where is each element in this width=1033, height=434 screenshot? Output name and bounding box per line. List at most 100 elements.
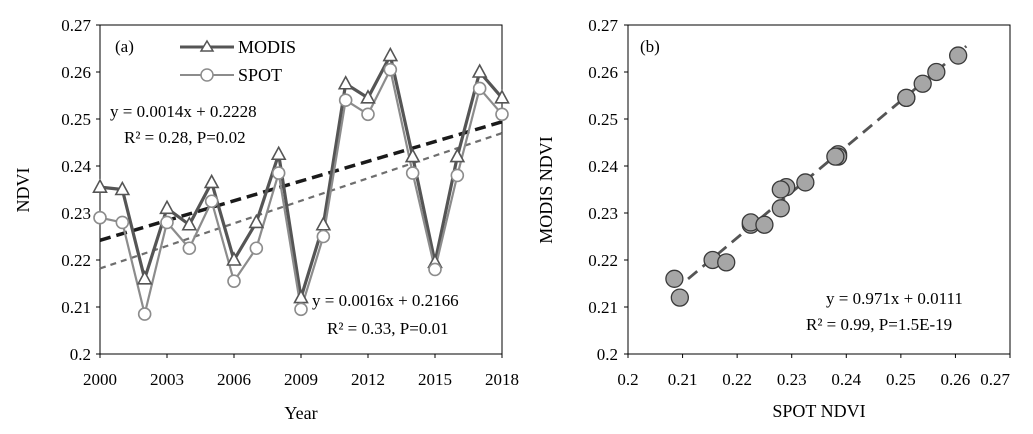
y-tick-label: 0.21: [588, 298, 618, 317]
modis-point: [136, 270, 153, 285]
modis-point: [181, 216, 198, 231]
legend-modis-label: MODIS: [238, 37, 296, 57]
y-tick-label: 0.21: [61, 298, 91, 317]
panel-a-y-label: NDVI: [13, 168, 33, 213]
spot-point: [338, 93, 353, 107]
y-tick-label: 0.27: [588, 16, 618, 35]
spot-point: [271, 166, 286, 180]
panel-a-x-label: Year: [284, 403, 317, 423]
panel-a-time-series: 0.2 0.21 0.22 0.23 0.24 0.25 0.26 0.27 2000 2003…: [13, 16, 519, 423]
modis-point: [92, 178, 108, 193]
modis-point: [449, 147, 466, 163]
y-tick-label: 0.24: [61, 157, 91, 176]
x-tick-label: 2009: [284, 370, 318, 389]
modis-point: [404, 147, 421, 163]
panel-b-fit-line: [687, 45, 968, 280]
panel-b-x-label: SPOT NDVI: [772, 401, 865, 421]
y-tick-label: 0.23: [588, 204, 618, 223]
x-tick-label: 0.26: [941, 370, 971, 389]
fit-stats: R² = 0.99, P=1.5E-19: [806, 315, 952, 334]
spot-point: [227, 274, 241, 288]
spot-point: [115, 215, 130, 230]
spot-point: [472, 81, 487, 96]
scatter-point: [665, 269, 684, 288]
spot-point: [495, 107, 509, 122]
spot-point: [316, 229, 331, 244]
spot-point: [204, 194, 219, 209]
panel-b-scatter: 0.20.210.220.230.240.250.260.27 0.2 0.21 0…: [536, 16, 1011, 421]
modis-point: [226, 251, 242, 266]
spot-point: [405, 166, 420, 180]
spot-point: [160, 215, 174, 230]
y-tick-label: 0.2: [597, 345, 618, 364]
panel-b-x-ticks: 0.2 0.21 0.22 0.23 0.24 0.25 0.26 0.27: [617, 354, 1011, 389]
modis-point: [270, 145, 287, 161]
y-tick-label: 0.22: [61, 251, 91, 270]
x-tick-label: 0.23: [777, 370, 807, 389]
spot-point: [383, 62, 398, 77]
y-tick-label: 0.26: [61, 63, 91, 82]
y-tick-label: 0.27: [61, 16, 91, 35]
x-tick-label: 2012: [351, 370, 385, 389]
modis-point: [203, 173, 220, 189]
spot-point: [93, 210, 107, 225]
panel-a-label: (a): [115, 37, 134, 56]
y-tick-label: 0.22: [588, 251, 618, 270]
modis-point: [248, 213, 265, 229]
scatter-point: [949, 46, 968, 65]
y-tick-label: 0.2: [70, 345, 91, 364]
y-tick-label: 0.25: [588, 110, 618, 129]
panel-b-points: [665, 46, 968, 307]
scatter-point: [717, 253, 736, 272]
scatter-point: [927, 62, 946, 82]
x-tick-label: 2000: [83, 370, 117, 389]
panel-a-x-ticks: 2000 2003 2006 2009 2012 2015 2018: [83, 354, 519, 389]
spot-point: [428, 262, 442, 277]
panel-a-y-ticks: 0.2 0.21 0.22 0.23 0.24 0.25 0.26 0.27: [61, 16, 100, 364]
panel-b-label: (b): [640, 37, 660, 56]
modis-trend-equation: y = 0.0014x + 0.2228: [110, 102, 257, 121]
spot-point: [450, 168, 465, 183]
scatter-point: [670, 288, 689, 307]
spot-trend-stats: R² = 0.33, P=0.01: [327, 319, 449, 338]
x-tick-label: 0.27: [980, 370, 1010, 389]
legend-modis-marker: [199, 39, 215, 52]
spot-point: [137, 307, 152, 321]
y-tick-label: 0.23: [61, 204, 91, 223]
spot-trend-equation: y = 0.0016x + 0.2166: [312, 291, 459, 310]
panel-a-series: [92, 46, 510, 321]
panel-b-y-ticks: 0.2 0.21 0.22 0.23 0.24 0.25 0.26 0.27: [588, 16, 628, 364]
modis-point: [494, 89, 510, 104]
scatter-point: [771, 180, 790, 199]
x-tick-label: 0.24: [831, 370, 861, 389]
modis-point: [382, 46, 399, 62]
x-tick-label: 0.25: [886, 370, 916, 389]
scatter-point: [796, 173, 815, 192]
modis-trend-stats: R² = 0.28, P=0.02: [124, 128, 246, 147]
spot-point: [182, 241, 197, 256]
modis-point: [159, 199, 175, 215]
x-tick-label: 0.2: [617, 370, 638, 389]
panel-a-legend: MODIS SPOT: [180, 37, 296, 85]
scatter-point: [826, 147, 845, 166]
modis-point: [114, 180, 131, 196]
scatter-point: [771, 199, 790, 218]
spot-point: [361, 107, 375, 122]
scatter-point: [897, 88, 916, 107]
panel-b-frame: [627, 24, 1011, 355]
y-tick-label: 0.24: [588, 157, 618, 176]
x-tick-label: 2018: [485, 370, 519, 389]
legend-spot-label: SPOT: [238, 65, 282, 85]
legend-spot-marker: [200, 68, 214, 82]
panel-b-y-label: MODIS NDVI: [536, 136, 556, 244]
y-tick-label: 0.26: [588, 63, 618, 82]
scatter-point: [913, 74, 932, 93]
modis-point: [471, 63, 488, 78]
x-tick-label: 2003: [150, 370, 184, 389]
spot-point: [294, 302, 308, 317]
spot-point: [249, 241, 264, 256]
modis-point: [360, 89, 376, 104]
x-tick-label: 0.21: [668, 370, 698, 389]
y-tick-label: 0.25: [61, 110, 91, 129]
